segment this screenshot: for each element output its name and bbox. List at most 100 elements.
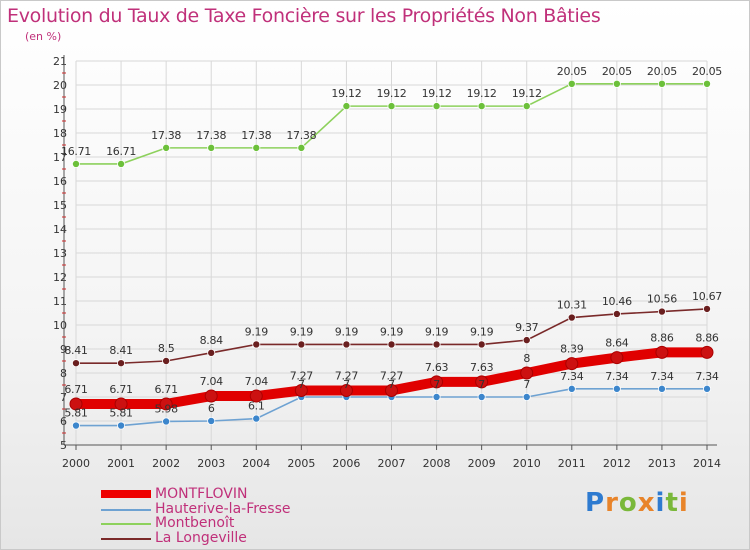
x-tick-label: 2002 xyxy=(152,457,180,470)
y-tick-label: 18 xyxy=(53,127,67,140)
data-label: 5.81 xyxy=(109,407,132,420)
data-label: 6.71 xyxy=(64,383,87,396)
data-point xyxy=(339,384,353,398)
data-point xyxy=(703,79,712,88)
chart-subtitle: (en %) xyxy=(25,30,62,43)
series-montflovin xyxy=(69,345,714,411)
data-label: 5.81 xyxy=(64,407,87,420)
data-point xyxy=(252,414,261,423)
legend-swatch xyxy=(101,490,151,498)
y-tick-label: 15 xyxy=(53,199,67,212)
data-point xyxy=(565,357,579,371)
data-label: 10.46 xyxy=(602,295,632,308)
data-point xyxy=(297,340,306,349)
data-point xyxy=(522,102,531,111)
x-tick-label: 2003 xyxy=(197,457,225,470)
data-label: 7 xyxy=(523,378,530,391)
chart-legend: MONTFLOVIN Hauterive-la-Fresse Montbenoît L… xyxy=(101,486,361,546)
data-label: 7.34 xyxy=(605,370,629,383)
y-tick-label: 21 xyxy=(53,55,67,68)
data-label: 16.71 xyxy=(61,145,91,158)
legend-label: La Longeville xyxy=(155,529,247,546)
data-point xyxy=(432,102,441,111)
data-label: 7.27 xyxy=(290,370,314,383)
x-tick-label: 2008 xyxy=(423,457,451,470)
y-tick-label: 11 xyxy=(53,295,67,308)
data-point xyxy=(703,304,712,313)
data-point xyxy=(522,336,531,345)
y-tick-label: 19 xyxy=(53,103,67,116)
data-point xyxy=(162,143,171,152)
data-label: 7.27 xyxy=(380,370,404,383)
data-label: 8.41 xyxy=(64,344,87,357)
data-label: 7 xyxy=(388,378,395,391)
data-label: 9.19 xyxy=(425,325,449,338)
data-point xyxy=(385,384,398,398)
data-label: 10.67 xyxy=(692,290,722,303)
data-label: 7 xyxy=(298,378,305,391)
data-point xyxy=(612,309,621,318)
data-label: 6.71 xyxy=(109,383,132,396)
data-label: 9.19 xyxy=(335,325,359,338)
data-point xyxy=(655,345,669,359)
data-point xyxy=(342,340,351,349)
data-label: 7.63 xyxy=(470,361,494,374)
data-label: 8 xyxy=(523,352,530,365)
data-point xyxy=(159,397,173,411)
data-label: 10.56 xyxy=(647,293,677,306)
data-point xyxy=(657,384,666,393)
data-point xyxy=(72,421,81,430)
y-tick-label: 16 xyxy=(53,175,67,188)
data-label: 17.38 xyxy=(286,129,316,142)
data-label: 8.5 xyxy=(158,342,175,355)
data-label: 17.38 xyxy=(151,129,181,142)
data-label: 19.12 xyxy=(467,87,497,100)
legend-label: Hauterive-la-Fresse xyxy=(155,500,291,517)
data-label: 9.19 xyxy=(470,325,494,338)
data-point xyxy=(72,159,81,168)
legend-swatch xyxy=(101,508,151,511)
legend-item: MONTFLOVIN xyxy=(101,486,361,502)
x-tick-label: 2007 xyxy=(378,457,406,470)
x-tick-label: 2011 xyxy=(558,457,586,470)
y-tick-label: 5 xyxy=(60,439,67,452)
data-point xyxy=(297,143,306,152)
data-point xyxy=(610,351,624,365)
y-tick-label: 13 xyxy=(53,247,67,260)
data-point xyxy=(252,340,261,349)
x-tick-label: 2013 xyxy=(648,457,676,470)
data-point xyxy=(477,102,486,111)
data-point xyxy=(522,392,531,401)
x-tick-label: 2004 xyxy=(242,457,270,470)
legend-item: Montbenoît xyxy=(101,515,361,531)
data-point xyxy=(294,384,308,398)
legend-label: Montbenoît xyxy=(155,515,235,531)
data-label: 5.98 xyxy=(154,402,178,415)
data-label: 7 xyxy=(478,378,485,391)
x-tick-label: 2009 xyxy=(468,457,496,470)
data-point xyxy=(475,375,489,389)
data-point xyxy=(162,417,171,426)
data-point xyxy=(204,389,218,403)
data-label: 8.86 xyxy=(695,331,719,344)
data-point xyxy=(430,375,444,389)
data-point xyxy=(520,366,534,380)
data-label: 9.19 xyxy=(380,325,404,338)
data-label: 20.05 xyxy=(557,65,587,78)
data-point xyxy=(567,79,576,88)
data-label: 16.71 xyxy=(106,145,136,158)
data-label: 9.19 xyxy=(290,325,314,338)
data-label: 17.38 xyxy=(196,129,226,142)
data-label: 8.86 xyxy=(650,331,674,344)
data-label: 9.19 xyxy=(245,325,269,338)
data-point xyxy=(69,397,83,411)
data-point xyxy=(117,159,126,168)
x-tick-label: 2000 xyxy=(62,457,90,470)
y-tick-label: 20 xyxy=(53,79,67,92)
data-point xyxy=(72,359,81,368)
data-point xyxy=(207,143,216,152)
x-tick-label: 2010 xyxy=(513,457,541,470)
data-label: 8.84 xyxy=(200,334,224,347)
